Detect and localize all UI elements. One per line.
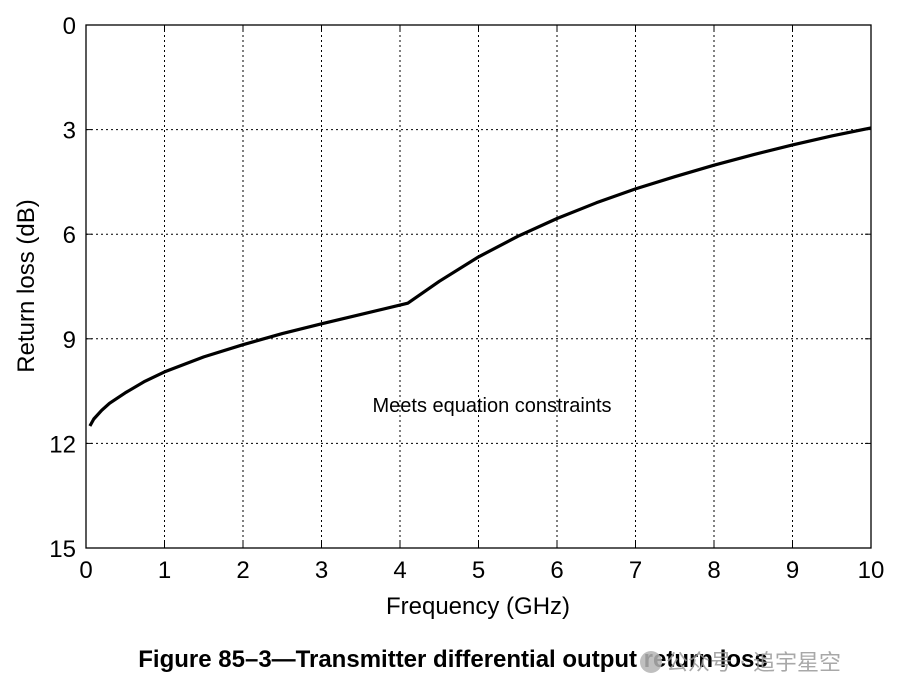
x-tick-label: 1 bbox=[158, 557, 171, 584]
watermark-text: 公众号 · 追宇星空 bbox=[666, 651, 841, 676]
x-tick-label: 8 bbox=[707, 557, 720, 584]
return-loss-curve bbox=[88, 126, 872, 427]
x-axis-ticks: 0 1 2 3 4 5 6 7 8 9 10 bbox=[79, 25, 884, 584]
figure-caption: Figure 85–3—Transmitter differential out… bbox=[138, 646, 768, 673]
wechat-logo-icon bbox=[640, 651, 662, 673]
x-tick-label: 7 bbox=[629, 557, 642, 584]
x-tick-label: 0 bbox=[79, 557, 92, 584]
y-tick-label: 3 bbox=[63, 118, 76, 145]
y-axis-ticks: 0 3 6 9 12 15 bbox=[49, 13, 871, 563]
y-tick-label: 15 bbox=[49, 536, 76, 563]
x-tick-label: 9 bbox=[786, 557, 799, 584]
grid bbox=[86, 25, 871, 548]
y-tick-label: 0 bbox=[63, 13, 76, 40]
annotation-text: Meets equation constraints bbox=[372, 395, 611, 417]
x-tick-label: 4 bbox=[393, 557, 406, 584]
x-tick-label: 6 bbox=[550, 557, 563, 584]
y-tick-label: 9 bbox=[63, 327, 76, 354]
x-tick-label: 5 bbox=[472, 557, 485, 584]
y-tick-label: 6 bbox=[63, 222, 76, 249]
x-tick-label: 2 bbox=[236, 557, 249, 584]
x-axis-label: Frequency (GHz) bbox=[386, 593, 570, 620]
y-tick-label: 12 bbox=[49, 431, 76, 458]
y-axis-label: Return loss (dB) bbox=[13, 199, 40, 372]
watermark: 公众号 · 追宇星空 bbox=[640, 645, 841, 677]
x-tick-label: 3 bbox=[315, 557, 328, 584]
x-tick-label: 10 bbox=[858, 557, 885, 584]
